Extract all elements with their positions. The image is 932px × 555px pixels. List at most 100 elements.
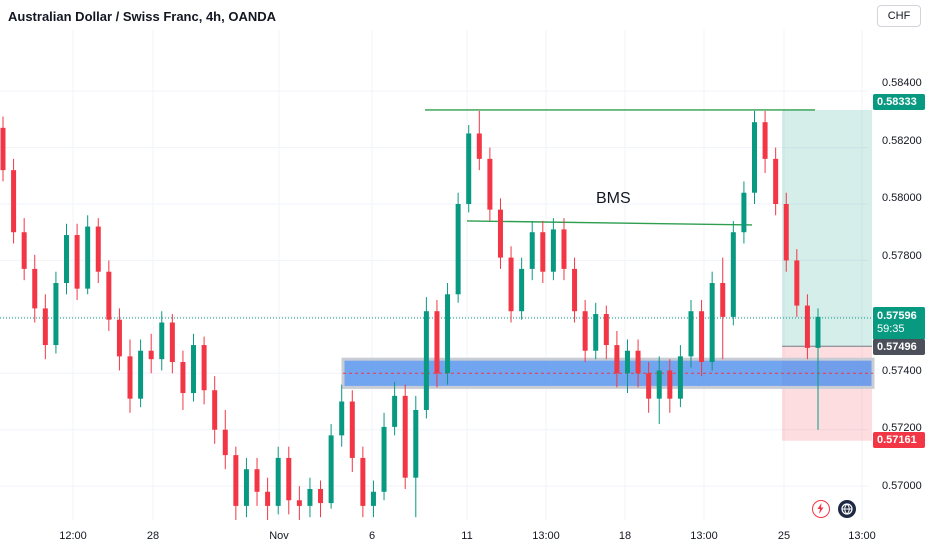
candle-body <box>466 133 472 204</box>
candle-body <box>455 204 461 295</box>
entry-price-tag: 0.57496 <box>873 339 925 355</box>
candle-body <box>656 370 662 399</box>
candle-countdown: 59:35 <box>877 323 905 335</box>
profit-zone[interactable] <box>782 110 872 347</box>
time-tick: 12:00 <box>59 530 87 542</box>
candle-body <box>328 435 334 504</box>
time-tick: Nov <box>269 530 289 542</box>
candle-body <box>127 356 133 399</box>
candle-body <box>42 308 48 346</box>
price-tick: 0.57200 <box>882 422 922 434</box>
time-tick: 18 <box>618 530 632 542</box>
candle-body <box>677 356 683 399</box>
time-tick: 13:00 <box>532 530 560 542</box>
candle-body <box>11 170 17 233</box>
candle-body <box>804 305 810 348</box>
candle-body <box>699 311 705 362</box>
candle-body <box>794 260 800 306</box>
candle-body <box>169 322 175 362</box>
candle-body <box>381 426 387 492</box>
candle-body <box>783 204 789 261</box>
candle-body <box>191 345 197 394</box>
candle-body <box>275 457 281 506</box>
candle-body <box>603 314 609 346</box>
current-price-tag: 0.57596 59:35 <box>873 307 925 340</box>
candle-body <box>667 370 673 399</box>
candle-body <box>53 283 59 346</box>
candle-body <box>349 401 355 458</box>
price-tick: 0.58400 <box>882 77 922 89</box>
candle-body <box>762 122 768 159</box>
candle-body <box>572 268 578 312</box>
currency-button[interactable]: CHF <box>877 5 921 27</box>
candle-body <box>392 395 398 427</box>
candle-body <box>508 257 514 312</box>
candle-body <box>593 314 599 351</box>
time-tick: 6 <box>368 530 376 542</box>
candle-body <box>476 133 482 159</box>
bms-line[interactable] <box>466 220 753 226</box>
candle-body <box>212 390 218 430</box>
symbol-title[interactable]: Australian Dollar / Swiss Franc, 4h, OAN… <box>8 9 277 24</box>
candle-body <box>635 350 641 374</box>
candle-body <box>148 350 154 360</box>
candle-body <box>370 491 376 506</box>
current-price-value: 0.57596 <box>877 310 917 322</box>
candle-body <box>445 294 451 374</box>
candle-body <box>318 488 324 504</box>
candle-body <box>720 283 726 317</box>
target-price-tag: 0.58333 <box>873 94 925 110</box>
time-tick: 28 <box>146 530 160 542</box>
candle-body <box>540 232 546 272</box>
time-tick: 25 <box>777 530 791 542</box>
candle-body <box>85 226 91 289</box>
price-tick: 0.58000 <box>882 192 922 204</box>
candle-body <box>159 322 165 360</box>
candle-body <box>32 268 38 309</box>
time-tick: 11 <box>461 530 473 542</box>
bms-label[interactable]: BMS <box>596 190 631 207</box>
candle-body <box>233 455 239 506</box>
candle-body <box>550 229 556 272</box>
candle-body <box>243 469 249 506</box>
candle-body <box>815 316 821 348</box>
candle-body <box>21 232 27 269</box>
time-tick: 13:00 <box>690 530 718 542</box>
candle-body <box>434 311 440 374</box>
globe-icon[interactable] <box>838 500 856 518</box>
time-tick: 13:00 <box>848 530 876 542</box>
candle-body <box>402 395 408 478</box>
candle-body <box>624 350 630 374</box>
chart-grid <box>0 30 868 520</box>
candle-body <box>413 409 419 478</box>
candle-body <box>95 226 101 272</box>
candle-body <box>265 491 271 506</box>
candle-body <box>360 457 366 506</box>
candle-body <box>307 488 313 506</box>
candle-body <box>286 457 292 501</box>
candle-body <box>180 362 186 394</box>
price-tick: 0.57800 <box>882 250 922 262</box>
candle-body <box>254 469 260 492</box>
candle-body <box>64 235 70 283</box>
candle-body <box>339 401 345 436</box>
candle-body <box>709 283 715 362</box>
candle-body <box>106 271 112 320</box>
candle-body <box>614 345 620 374</box>
candle-body <box>773 158 779 204</box>
candle-body <box>529 232 535 269</box>
candle-body <box>751 122 757 193</box>
stop-price-tag: 0.57161 <box>873 432 925 448</box>
candle-body <box>0 127 6 171</box>
candle-body <box>116 319 122 357</box>
candle-body <box>296 500 302 506</box>
candle-body <box>497 209 503 258</box>
candle-body <box>519 268 525 312</box>
flash-icon[interactable] <box>812 500 830 518</box>
candle-body <box>487 158 493 210</box>
price-tick: 0.58200 <box>882 135 922 147</box>
candle-body <box>74 235 80 289</box>
candle-body <box>582 311 588 351</box>
